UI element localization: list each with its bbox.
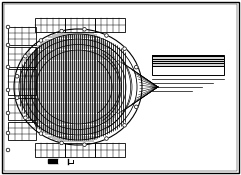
Bar bbox=[35, 143, 65, 157]
Bar bbox=[8, 98, 36, 120]
Circle shape bbox=[6, 25, 10, 29]
Circle shape bbox=[83, 143, 86, 146]
Circle shape bbox=[6, 148, 10, 152]
Bar bbox=[65, 143, 95, 157]
Bar bbox=[152, 55, 224, 75]
Bar bbox=[8, 69, 36, 95]
Bar bbox=[8, 27, 36, 45]
Circle shape bbox=[60, 29, 63, 33]
Bar bbox=[58, 159, 68, 163]
Circle shape bbox=[24, 54, 27, 58]
Bar bbox=[35, 18, 65, 32]
Circle shape bbox=[39, 39, 43, 42]
Bar bbox=[65, 18, 95, 32]
Circle shape bbox=[83, 27, 86, 31]
Circle shape bbox=[39, 132, 43, 135]
Bar bbox=[48, 159, 58, 163]
Circle shape bbox=[105, 34, 108, 37]
Circle shape bbox=[6, 131, 10, 135]
Bar bbox=[8, 47, 36, 67]
Circle shape bbox=[60, 141, 63, 145]
Bar bbox=[95, 18, 125, 32]
Circle shape bbox=[105, 137, 108, 140]
Circle shape bbox=[15, 75, 19, 78]
Circle shape bbox=[123, 47, 126, 51]
Circle shape bbox=[6, 65, 10, 69]
Bar bbox=[95, 143, 125, 157]
Bar bbox=[152, 55, 224, 67]
Circle shape bbox=[134, 105, 138, 109]
Circle shape bbox=[24, 116, 27, 120]
Circle shape bbox=[6, 88, 10, 92]
Circle shape bbox=[123, 124, 126, 127]
Circle shape bbox=[134, 65, 138, 69]
Circle shape bbox=[15, 96, 19, 100]
Circle shape bbox=[6, 43, 10, 47]
Bar bbox=[8, 122, 36, 140]
Circle shape bbox=[6, 111, 10, 115]
